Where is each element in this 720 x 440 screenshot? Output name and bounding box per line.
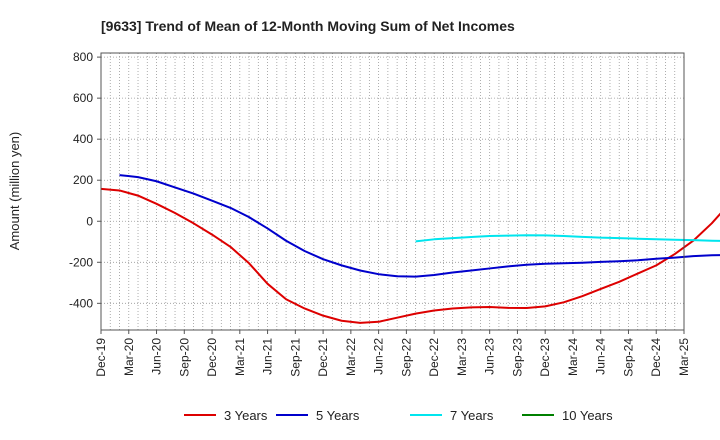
x-tick-label: Mar-25 — [677, 338, 691, 376]
legend: 3 Years 5 Years 7 Years 10 Years — [184, 408, 613, 423]
y-tick-label: -400 — [69, 296, 93, 310]
x-tick-label: Jun-21 — [261, 338, 275, 375]
x-tick-label: Jun-22 — [372, 338, 386, 375]
y-tick-label: 400 — [73, 132, 93, 146]
y-tick-label: 600 — [73, 91, 93, 105]
x-tick-label: Sep-22 — [399, 338, 413, 377]
series-line-3-years — [100, 187, 720, 324]
x-tick-label: Sep-20 — [177, 338, 191, 377]
y-tick-label: 200 — [73, 173, 93, 187]
x-tick-label: Sep-24 — [621, 338, 635, 377]
x-tick-label: Jun-20 — [150, 338, 164, 375]
x-tick-label: Dec-23 — [538, 338, 552, 377]
x-tick-label: Mar-22 — [344, 338, 358, 376]
x-tick-label: Sep-23 — [510, 338, 524, 377]
x-tick-label: Jun-23 — [483, 338, 497, 375]
x-tick-label: Dec-21 — [316, 338, 330, 377]
y-tick-label: 800 — [73, 50, 93, 64]
series-lines — [100, 174, 720, 324]
x-tick-label: Mar-21 — [233, 338, 247, 376]
x-tick-label: Dec-24 — [649, 338, 663, 377]
y-tick-label: 0 — [86, 214, 93, 228]
plot-frame — [100, 52, 685, 331]
x-tick-label: Dec-19 — [94, 338, 108, 377]
x-tick-label: Dec-22 — [427, 338, 441, 377]
x-tick-label: Mar-20 — [122, 338, 136, 376]
y-axis-ticks: -400 -200 0 200 400 600 800 — [69, 50, 101, 310]
x-axis-ticks: Dec-19 Mar-20 Jun-20 Sep-20 Dec-20 Mar-21 Jun-… — [94, 330, 691, 377]
x-tick-label: Sep-21 — [288, 338, 302, 377]
y-tick-label: -200 — [69, 255, 93, 269]
x-tick-label: Dec-20 — [205, 338, 219, 377]
grid — [101, 53, 684, 330]
series-line-7-years — [415, 234, 720, 243]
x-tick-label: Jun-24 — [594, 338, 608, 375]
y-axis-label: Amount (million yen) — [7, 132, 22, 251]
x-tick-label: Mar-23 — [455, 338, 469, 376]
legend-label: 5 Years — [316, 408, 360, 423]
legend-label: 7 Years — [450, 408, 494, 423]
chart-title: [9633] Trend of Mean of 12-Month Moving … — [101, 18, 515, 34]
x-tick-label: Mar-24 — [566, 338, 580, 376]
legend-label: 10 Years — [562, 408, 613, 423]
legend-label: 3 Years — [224, 408, 268, 423]
series-line-5-years — [119, 174, 720, 278]
